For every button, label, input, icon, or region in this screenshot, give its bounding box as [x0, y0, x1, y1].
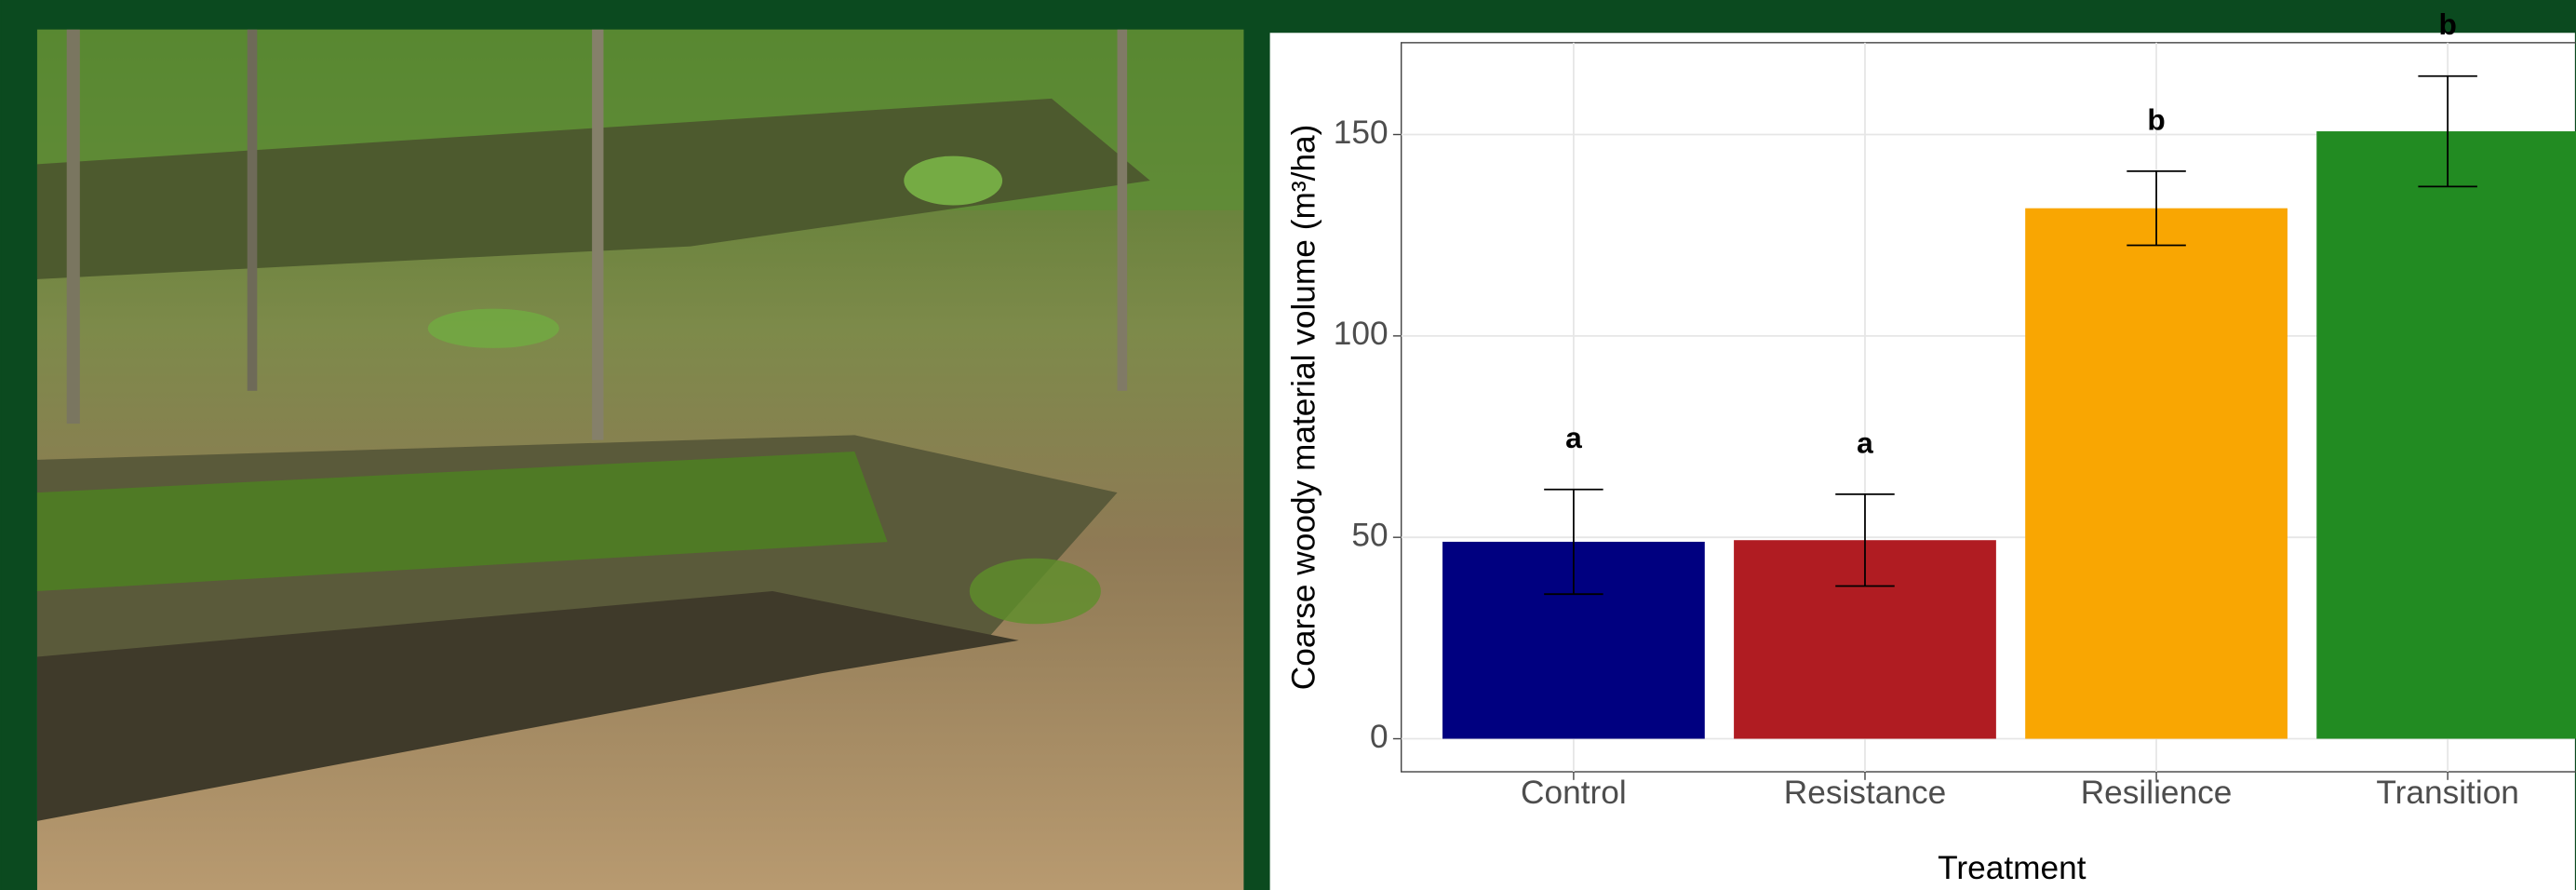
page: {"chart_data": {"type": "bar", "categori…	[0, 0, 2576, 890]
screen: Treatment Coarse woody material volume (…	[0, 0, 2576, 890]
y-tick-label: 100	[1334, 316, 1389, 352]
significance-letter: b	[2438, 7, 2456, 41]
x-axis-title: Treatment	[1938, 850, 2086, 886]
y-tick-label: 50	[1351, 517, 1388, 553]
significance-letter: a	[1857, 425, 1873, 459]
significance-letter: b	[2147, 102, 2165, 136]
y-axis-title: Coarse woody material volume (m³/ha)	[1286, 125, 1322, 691]
x-tick-label: Resistance	[1784, 775, 1946, 811]
significance-letter: a	[1565, 421, 1582, 454]
x-tick-label: Transition	[2376, 775, 2519, 811]
bar	[2025, 209, 2288, 739]
x-tick-label: Control	[1521, 775, 1627, 811]
x-tick-label: Resilience	[2081, 775, 2233, 811]
y-tick-label: 0	[1370, 719, 1389, 755]
bar	[2316, 131, 2576, 738]
forest-photo	[37, 30, 1243, 890]
y-tick-label: 150	[1334, 115, 1389, 151]
